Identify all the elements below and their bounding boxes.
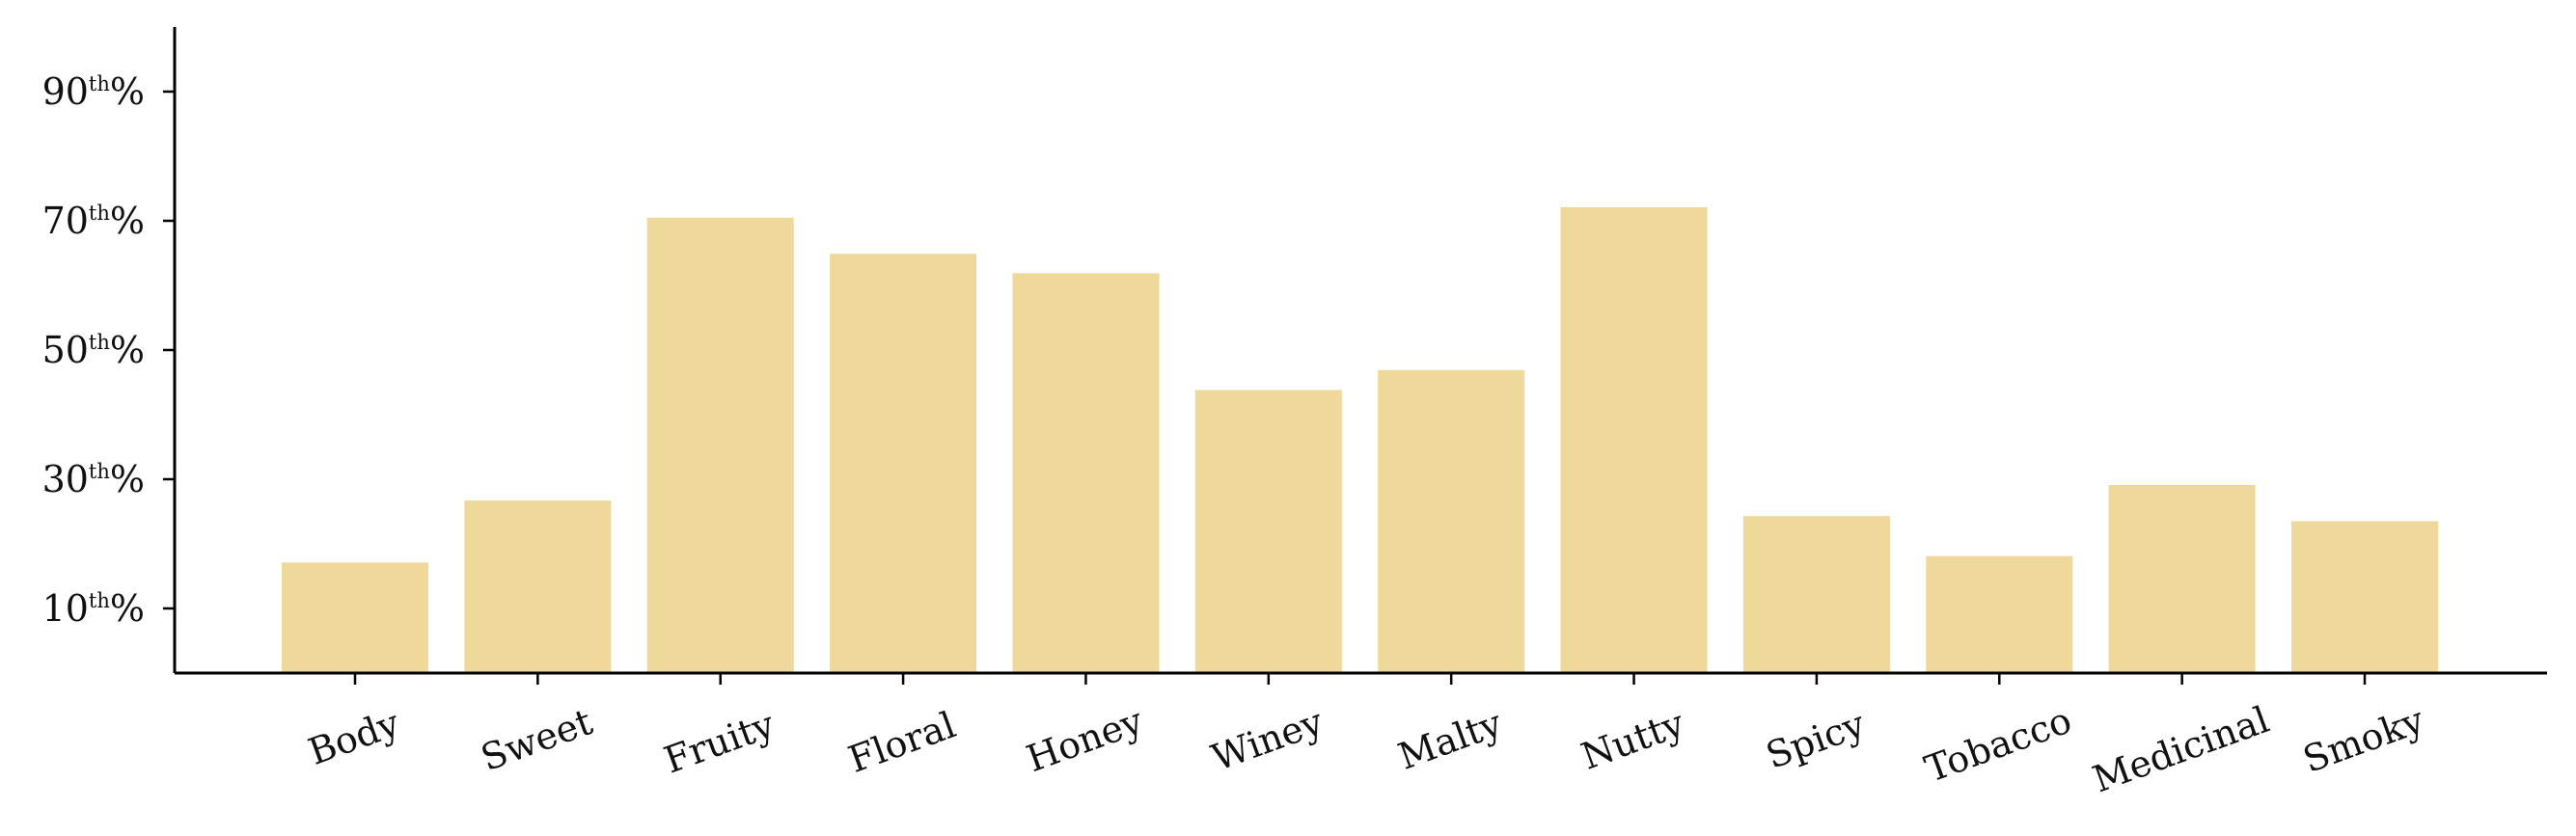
- y-tick-percent-sign: %: [110, 70, 145, 113]
- y-tick-label-30: 30th%: [42, 458, 145, 500]
- x-tick-label-floral: Floral: [843, 703, 962, 780]
- bar-tobacco: [1926, 555, 2073, 673]
- y-tick-label-10: 10th%: [42, 587, 145, 630]
- bar-spicy: [1742, 516, 1890, 673]
- y-tick-number: 90: [42, 70, 89, 113]
- y-tick-percent-sign: %: [110, 458, 145, 500]
- y-tick-ordinal-suffix: th: [89, 460, 110, 483]
- y-tick-label-70: 70th%: [42, 200, 145, 242]
- y-tick-ordinal-suffix: th: [89, 202, 110, 225]
- x-tick-label-medicinal: Medicinal: [2087, 698, 2274, 801]
- y-tick-number: 10: [42, 587, 89, 630]
- bar-body: [282, 562, 428, 673]
- y-tick-ordinal-suffix: th: [89, 72, 110, 95]
- x-tick-label-winey: Winey: [1206, 700, 1329, 779]
- y-tick-label-50: 50th%: [42, 329, 145, 371]
- x-tick-label-smoky: Smoky: [2297, 698, 2429, 781]
- y-tick-percent-sign: %: [110, 587, 145, 630]
- bar-nutty: [1560, 206, 1708, 673]
- y-tick-number: 70: [42, 200, 89, 242]
- bar-medicinal: [2108, 485, 2256, 673]
- y-tick-percent-sign: %: [110, 200, 145, 242]
- x-ticks-layer: Body Sweet Fruity Floral Honey Winey Malty Nutt…: [303, 673, 2430, 800]
- bar-honey: [1012, 273, 1160, 673]
- y-tick-ordinal-suffix: th: [89, 589, 110, 612]
- y-tick-ordinal-suffix: th: [89, 331, 110, 354]
- x-tick-label-tobacco: Tobacco: [1919, 699, 2076, 791]
- x-tick-label-fruity: Fruity: [659, 703, 781, 782]
- bar-floral: [830, 254, 977, 673]
- y-tick-number: 50: [42, 329, 89, 371]
- bar-winey: [1194, 390, 1342, 673]
- x-tick-label-nutty: Nutty: [1576, 702, 1690, 778]
- bars-layer: [282, 206, 2438, 673]
- bar-smoky: [2291, 521, 2438, 673]
- y-ticks-layer: 10th%30th%50th%70th%90th%: [42, 70, 175, 630]
- bar-fruity: [646, 217, 794, 673]
- x-tick-label-honey: Honey: [1021, 699, 1148, 780]
- y-tick-percent-sign: %: [110, 329, 145, 371]
- bar-sweet: [464, 500, 612, 673]
- x-tick-label-sweet: Sweet: [476, 700, 598, 779]
- x-tick-label-malty: Malty: [1393, 701, 1508, 777]
- x-tick-label-spicy: Spicy: [1761, 702, 1871, 777]
- y-tick-number: 30: [42, 458, 89, 500]
- y-tick-label-90: 90th%: [42, 70, 145, 113]
- x-tick-label-body: Body: [303, 701, 405, 773]
- bar-malty: [1378, 369, 1525, 673]
